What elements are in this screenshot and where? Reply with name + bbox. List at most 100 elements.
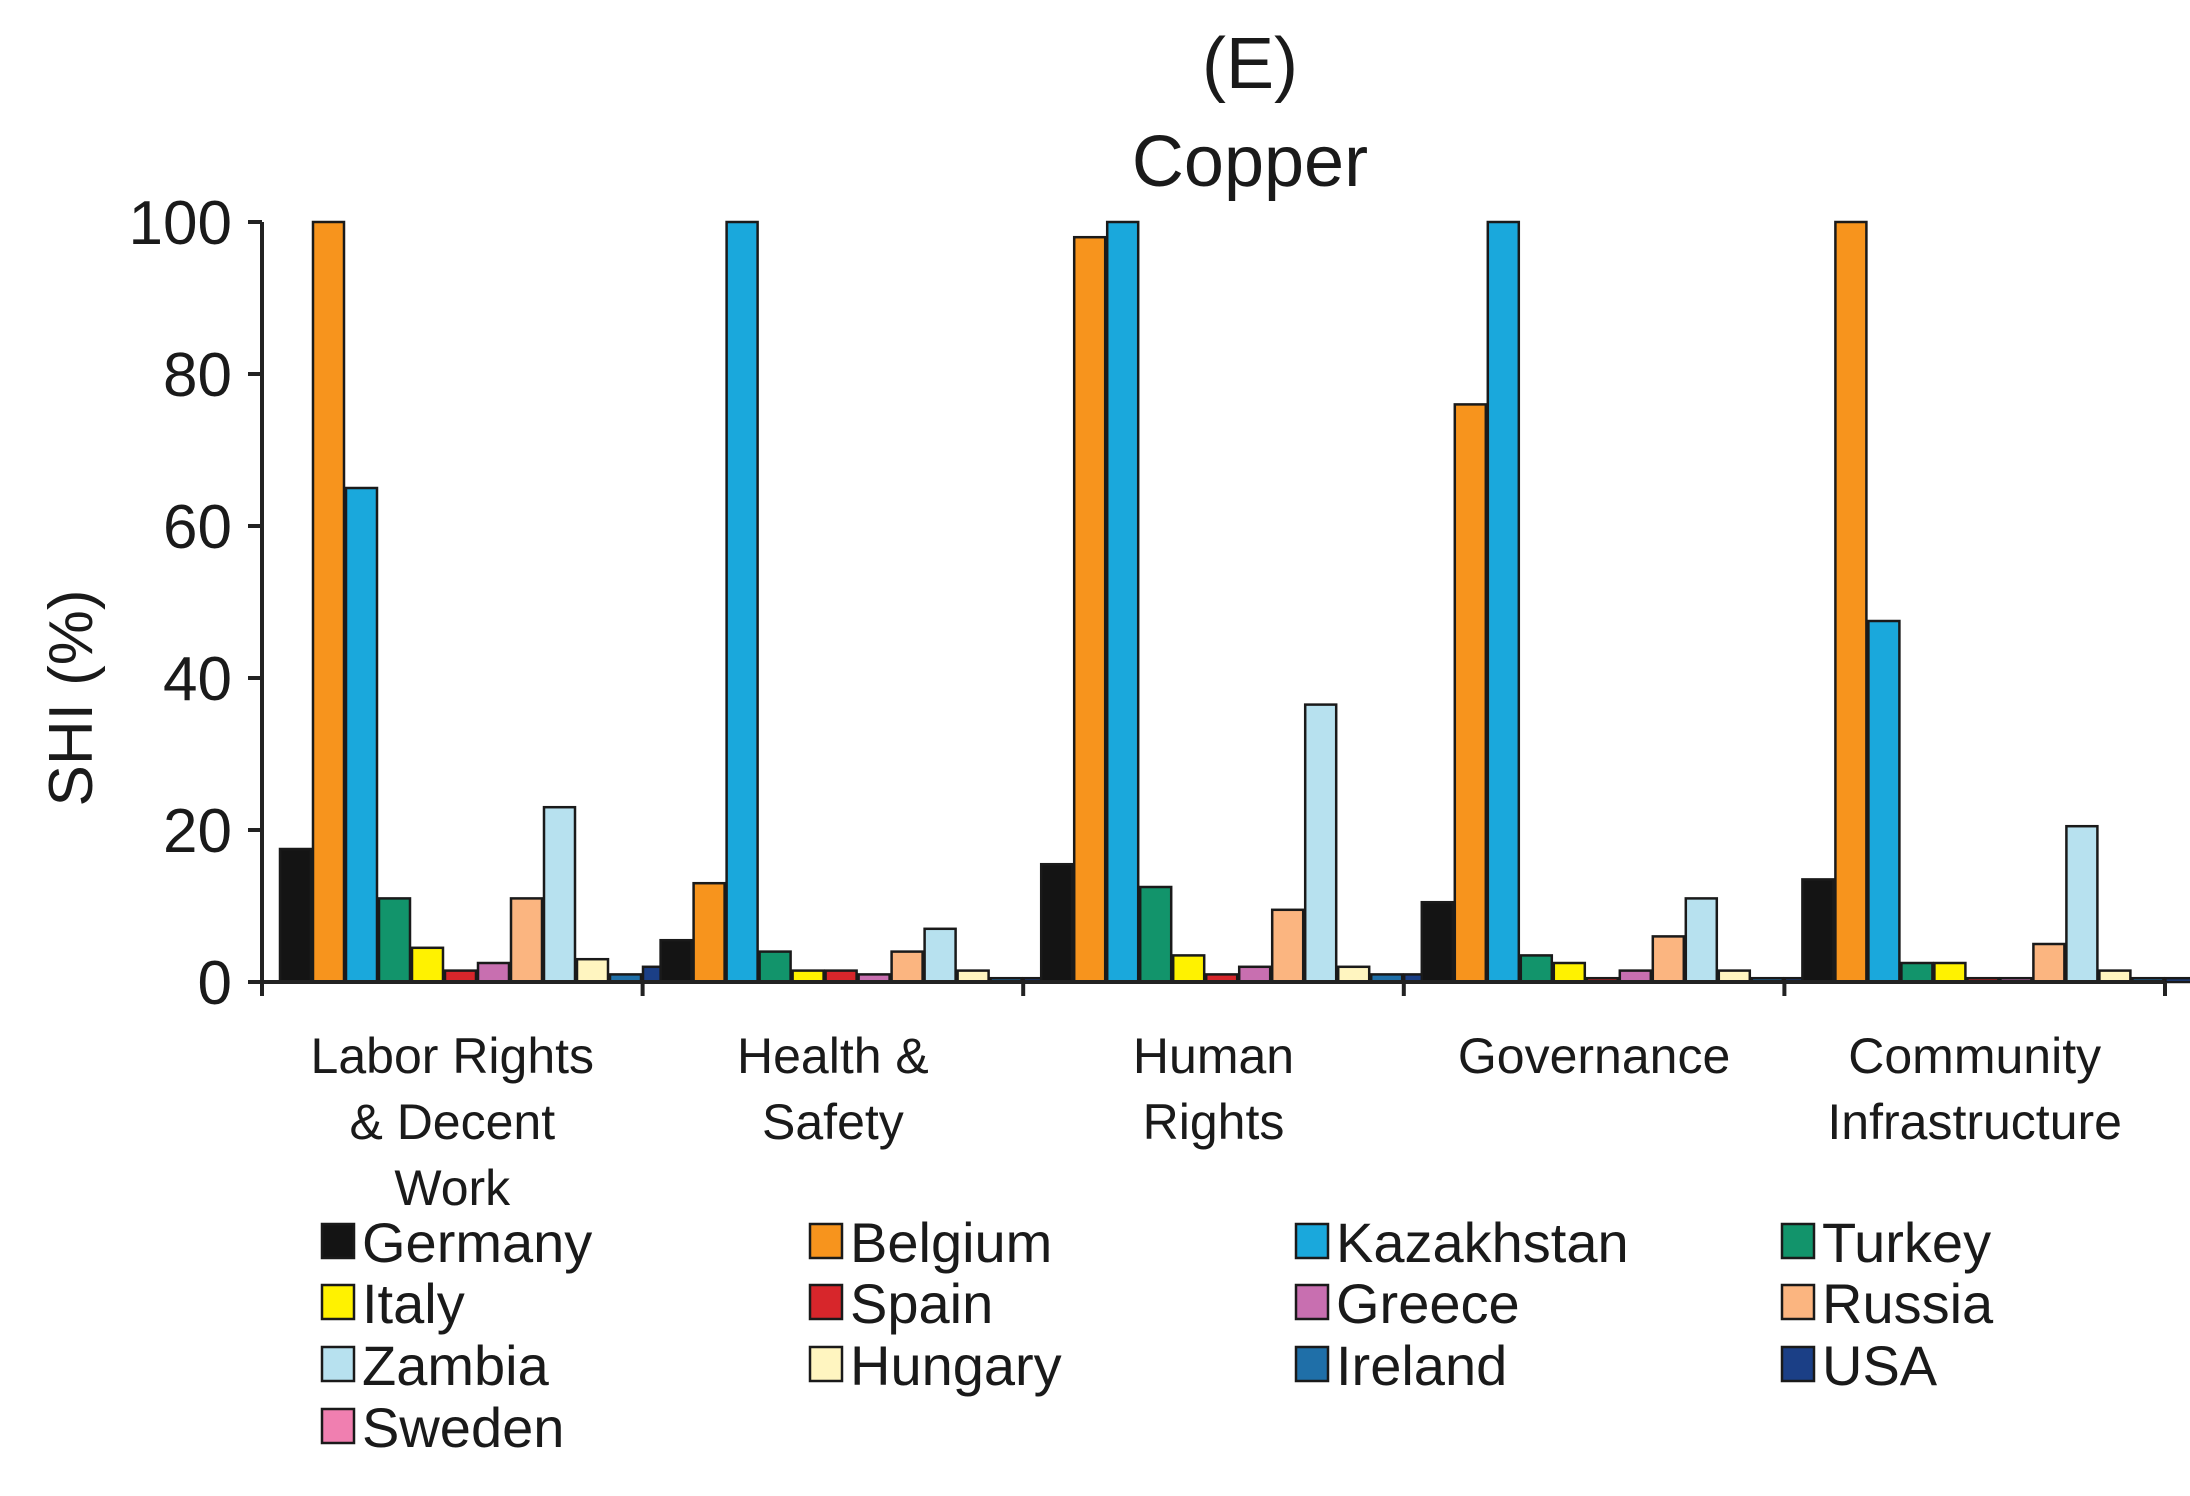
legend-label: Belgium xyxy=(850,1211,1052,1274)
bar-zambia-5 xyxy=(2065,824,2099,984)
bar-belgium-2 xyxy=(692,881,726,984)
bar-zambia-1 xyxy=(542,805,577,984)
category-label: & Decent xyxy=(349,1094,555,1150)
legend-swatch xyxy=(1294,1345,1330,1383)
bar-turkey-5 xyxy=(1900,961,1934,984)
legend-item-russia: Russia xyxy=(1780,1272,1994,1335)
legend-swatch xyxy=(1780,1222,1816,1260)
legend-label: Spain xyxy=(850,1272,993,1335)
legend-label: Italy xyxy=(362,1272,465,1335)
chart-title: (E) xyxy=(1202,24,1298,104)
legend-swatch xyxy=(320,1407,356,1445)
legend-label: Ireland xyxy=(1336,1334,1507,1397)
y-tick-label: 20 xyxy=(163,797,232,866)
bar-russia-2 xyxy=(890,950,924,984)
bar-russia-3 xyxy=(1270,908,1305,984)
bar-kazakhstan-3 xyxy=(1105,220,1140,984)
y-tick-label: 80 xyxy=(163,341,232,410)
legend-label: Germany xyxy=(362,1211,592,1274)
bar-turkey-2 xyxy=(758,950,792,984)
legend-item-italy: Italy xyxy=(320,1272,465,1335)
bar-belgium-4 xyxy=(1453,403,1488,984)
category-label: Infrastructure xyxy=(1827,1094,2122,1150)
legend-item-zambia: Zambia xyxy=(320,1334,550,1397)
y-tick-label: 100 xyxy=(129,189,232,258)
bar-russia-4 xyxy=(1651,935,1686,984)
bar-turkey-1 xyxy=(377,897,412,984)
legend-label: Zambia xyxy=(362,1334,550,1397)
x-axis xyxy=(260,980,2167,996)
y-axis: 0 20 40 60 80 100 xyxy=(129,189,264,1018)
legend-label: Sweden xyxy=(362,1396,564,1459)
bar-hungary-1 xyxy=(575,957,610,984)
legend-item-usa: USA xyxy=(1780,1334,1938,1397)
bar-kazakhstan-1 xyxy=(344,486,379,984)
legend-item-ireland: Ireland xyxy=(1294,1334,1507,1397)
legend-item-germany: Germany xyxy=(320,1211,592,1274)
bar-zambia-4 xyxy=(1684,897,1719,984)
legend-item-turkey: Turkey xyxy=(1780,1211,1991,1274)
legend-swatch xyxy=(1294,1222,1330,1260)
bar-greece-3 xyxy=(1237,965,1272,984)
bar-belgium-3 xyxy=(1072,235,1107,984)
legend-item-hungary: Hungary xyxy=(808,1334,1062,1397)
legend-label: Turkey xyxy=(1822,1211,1991,1274)
category-label: Human xyxy=(1133,1028,1294,1084)
bar-germany-3 xyxy=(1039,862,1074,984)
category-label: Labor Rights xyxy=(311,1028,595,1084)
legend-swatch xyxy=(1780,1283,1816,1321)
legend-swatch xyxy=(1780,1345,1816,1383)
legend-swatch xyxy=(808,1222,844,1260)
bar-germany-2 xyxy=(659,938,693,984)
legend-item-belgium: Belgium xyxy=(808,1211,1052,1274)
legend-item-kazakhstan: Kazakhstan xyxy=(1294,1211,1629,1274)
category-label: Work xyxy=(394,1160,511,1216)
bar-italy-5 xyxy=(1933,961,1967,984)
bar-turkey-3 xyxy=(1138,885,1173,984)
legend-swatch xyxy=(320,1345,356,1383)
bar-belgium-5 xyxy=(1834,220,1868,984)
legend-item-spain: Spain xyxy=(808,1272,993,1335)
bar-italy-1 xyxy=(410,946,445,984)
bar-zambia-3 xyxy=(1303,703,1338,984)
bar-germany-4 xyxy=(1420,900,1455,984)
y-tick-label: 40 xyxy=(163,645,232,714)
bar-hungary-3 xyxy=(1336,965,1371,984)
bar-russia-1 xyxy=(509,897,544,984)
bar-zambia-2 xyxy=(923,927,957,984)
bar-greece-1 xyxy=(476,961,511,984)
bar-belgium-1 xyxy=(311,220,346,984)
bar-italy-4 xyxy=(1552,961,1587,984)
bar-germany-5 xyxy=(1801,878,1835,984)
legend: Germany Belgium Kazakhstan Turkey Italy Spain… xyxy=(320,1211,1994,1459)
category-label: Community xyxy=(1848,1028,2101,1084)
legend-label: USA xyxy=(1822,1334,1938,1397)
bar-usa-5 xyxy=(2164,976,2190,984)
legend-label: Hungary xyxy=(850,1334,1062,1397)
legend-label: Russia xyxy=(1822,1272,1994,1335)
legend-swatch xyxy=(808,1283,844,1321)
category-labels: Labor Rights & Decent Work Health & Safety Hu… xyxy=(311,1028,2122,1216)
bar-germany-1 xyxy=(278,847,313,984)
y-axis-label: SHI (%) xyxy=(37,590,106,807)
bar-kazakhstan-5 xyxy=(1867,619,1901,984)
legend-swatch xyxy=(320,1283,356,1321)
category-label: Rights xyxy=(1143,1094,1285,1150)
y-tick-label: 60 xyxy=(163,493,232,562)
legend-label: Kazakhstan xyxy=(1336,1211,1629,1274)
y-tick-label: 0 xyxy=(198,949,232,1018)
bar-kazakhstan-4 xyxy=(1486,220,1521,984)
legend-swatch xyxy=(1294,1283,1330,1321)
category-label: Health & xyxy=(737,1028,929,1084)
bar-kazakhstan-2 xyxy=(725,220,759,984)
bar-russia-5 xyxy=(2032,942,2066,984)
bar-italy-3 xyxy=(1171,954,1206,984)
category-label: Safety xyxy=(762,1094,904,1150)
bars xyxy=(278,220,2190,984)
legend-item-sweden: Sweden xyxy=(320,1396,564,1459)
chart-subtitle: Copper xyxy=(1132,122,1368,202)
bar-turkey-4 xyxy=(1519,954,1554,984)
legend-swatch xyxy=(320,1222,356,1260)
legend-item-greece: Greece xyxy=(1294,1272,1520,1335)
